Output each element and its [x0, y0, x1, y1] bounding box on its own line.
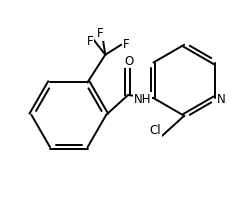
Text: F: F — [97, 27, 104, 40]
Text: F: F — [123, 38, 130, 51]
Text: NH: NH — [134, 93, 152, 106]
Text: F: F — [87, 35, 94, 48]
Text: N: N — [217, 92, 226, 106]
Text: Cl: Cl — [150, 125, 162, 137]
Text: O: O — [124, 55, 134, 68]
